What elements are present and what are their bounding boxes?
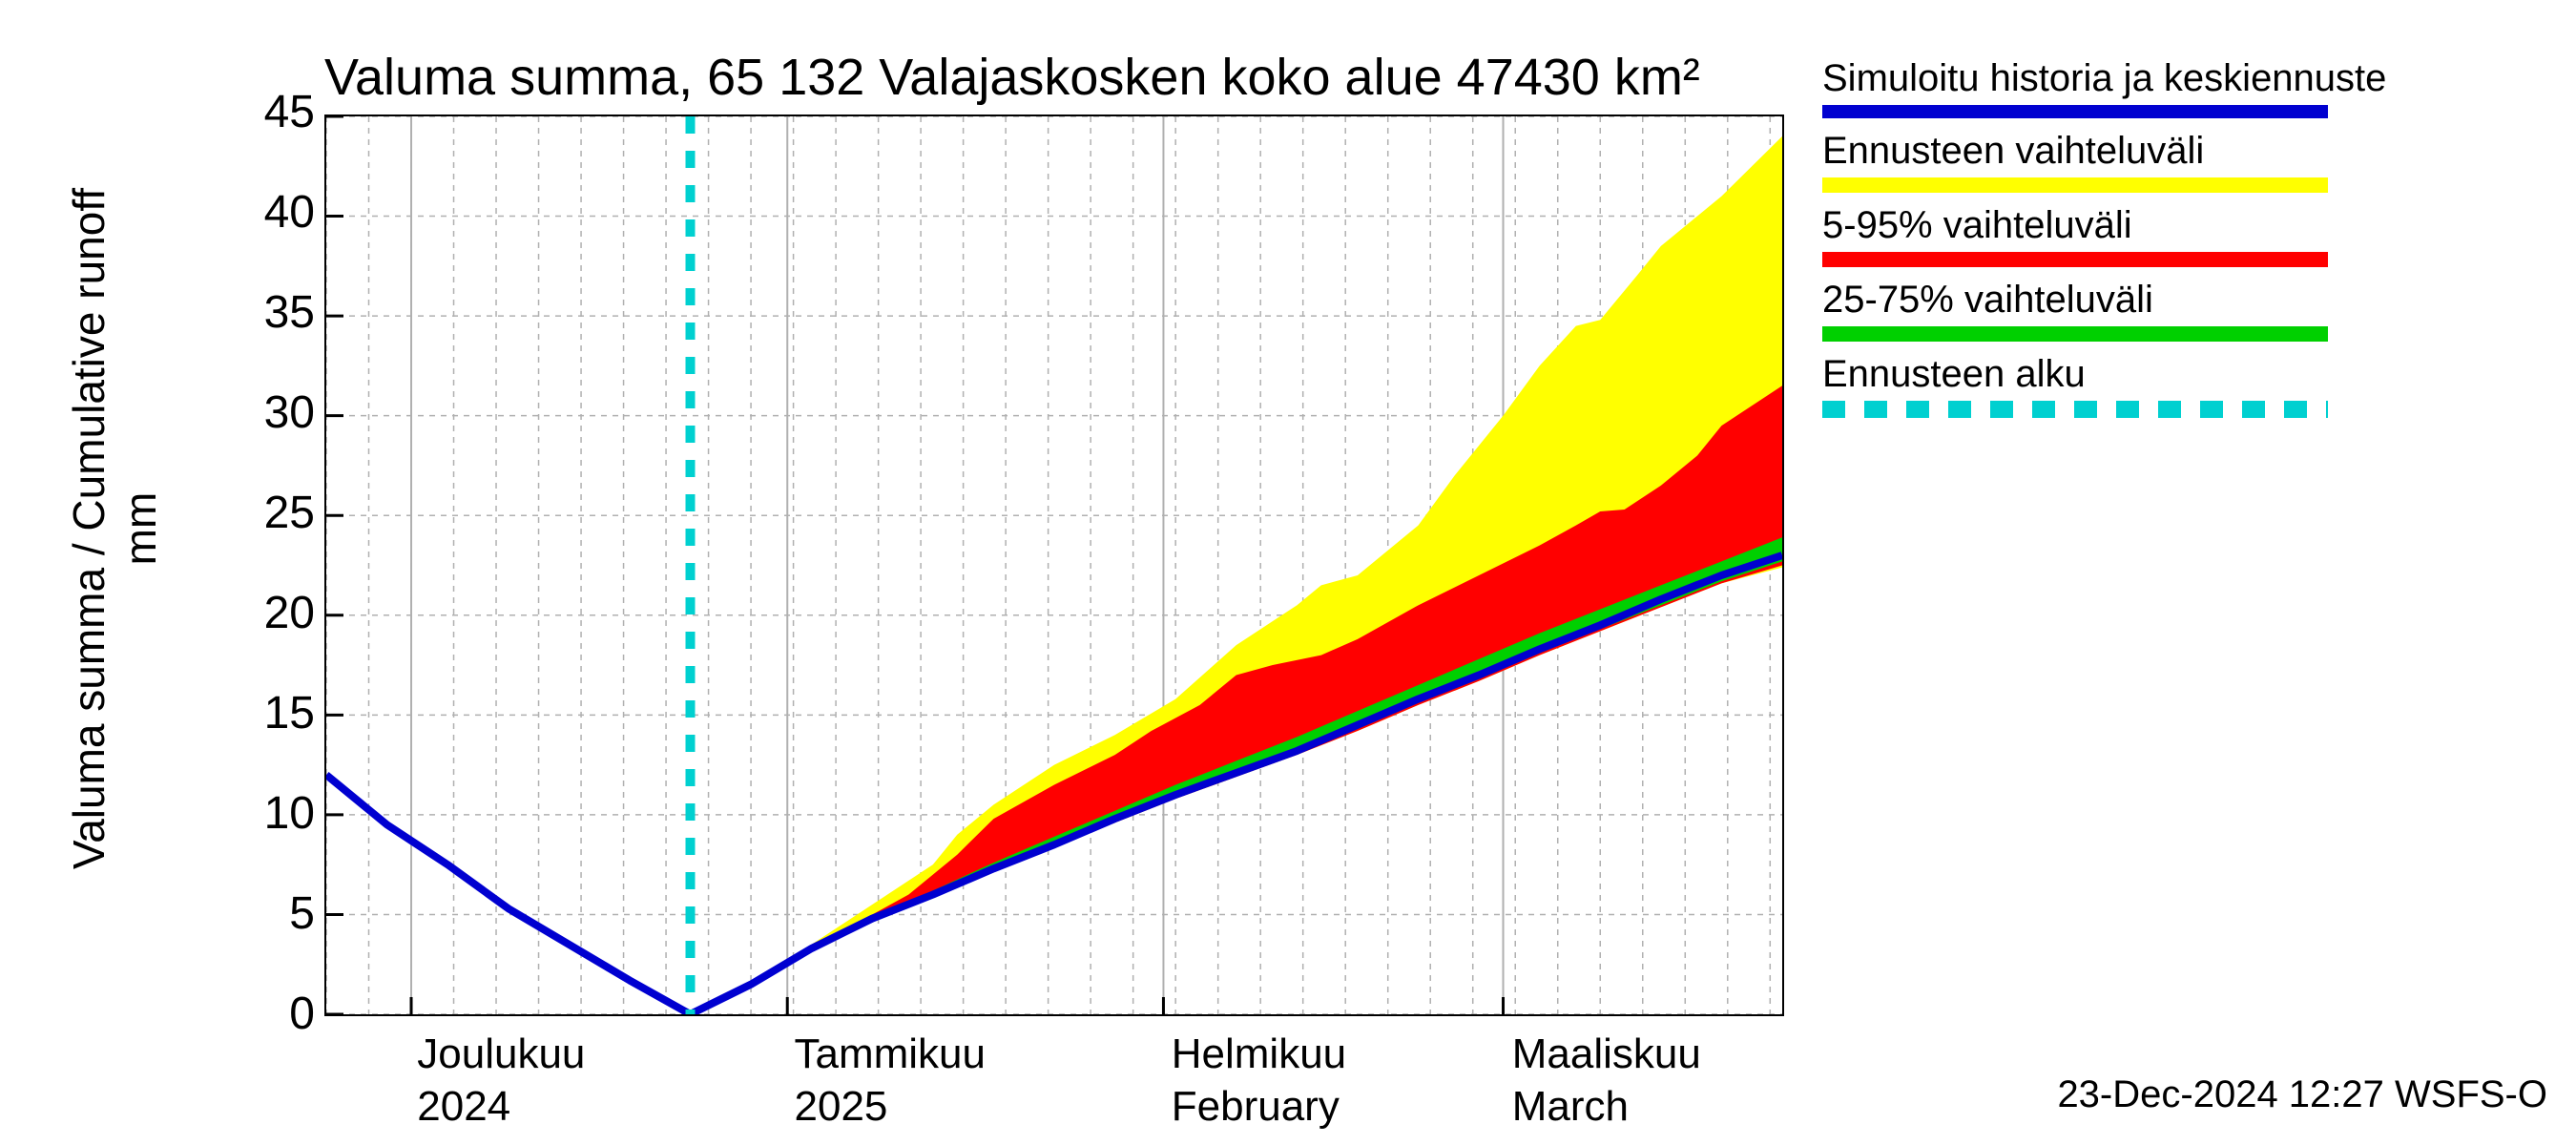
legend-label: Ennusteen vaihteluväli xyxy=(1822,130,2547,172)
timestamp: 23-Dec-2024 12:27 WSFS-O xyxy=(2057,1073,2547,1116)
y-tick-label: 5 xyxy=(219,887,315,940)
y-tick-label: 10 xyxy=(219,787,315,840)
y-axis-label: Valuma summa / Cumulative runoff mm xyxy=(63,147,166,910)
x-tick-label: Maaliskuu xyxy=(1512,1030,1701,1078)
legend-label: Ennusteen alku xyxy=(1822,353,2547,395)
x-tick-sublabel: 2025 xyxy=(795,1083,888,1131)
x-tick-label: Helmikuu xyxy=(1172,1030,1346,1078)
x-tick-sublabel: 2024 xyxy=(417,1083,510,1131)
y-tick-label: 25 xyxy=(219,487,315,539)
legend-label: 25-75% vaihteluväli xyxy=(1822,279,2547,321)
x-tick-label: Tammikuu xyxy=(795,1030,987,1078)
legend-label: 5-95% vaihteluväli xyxy=(1822,204,2547,246)
legend-entry: 25-75% vaihteluväli xyxy=(1822,279,2547,342)
y-tick-label: 0 xyxy=(219,988,315,1040)
y-tick-label: 15 xyxy=(219,687,315,739)
legend-swatch xyxy=(1822,326,2328,342)
legend-swatch xyxy=(1822,177,2328,193)
legend-entry: Simuloitu historia ja keskiennuste xyxy=(1822,57,2547,118)
y-tick-label: 30 xyxy=(219,386,315,439)
chart-title: Valuma summa, 65 132 Valajaskosken koko … xyxy=(324,48,1700,107)
legend-entry: Ennusteen alku xyxy=(1822,353,2547,418)
legend-swatch xyxy=(1822,105,2328,118)
x-tick-label: Joulukuu xyxy=(417,1030,585,1078)
chart-container: Valuma summa, 65 132 Valajaskosken koko … xyxy=(0,0,2576,1145)
legend-entry: 5-95% vaihteluväli xyxy=(1822,204,2547,267)
legend-label: Simuloitu historia ja keskiennuste xyxy=(1822,57,2547,99)
legend-swatch xyxy=(1822,252,2328,267)
plot-svg xyxy=(326,116,1782,1014)
plot-area xyxy=(324,114,1784,1016)
legend: Simuloitu historia ja keskiennuste Ennust… xyxy=(1822,57,2547,429)
y-tick-label: 45 xyxy=(219,86,315,138)
x-tick-sublabel: March xyxy=(1512,1083,1629,1131)
legend-entry: Ennusteen vaihteluväli xyxy=(1822,130,2547,193)
y-tick-label: 35 xyxy=(219,286,315,339)
y-tick-label: 20 xyxy=(219,587,315,639)
x-tick-sublabel: February xyxy=(1172,1083,1340,1131)
y-tick-label: 40 xyxy=(219,186,315,239)
legend-swatch xyxy=(1822,401,2328,418)
